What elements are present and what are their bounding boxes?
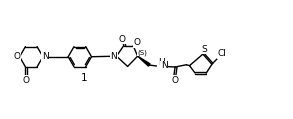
Text: O: O	[14, 52, 21, 61]
Text: S: S	[201, 45, 207, 54]
Text: O: O	[172, 76, 179, 85]
Text: N: N	[42, 52, 49, 61]
Polygon shape	[138, 56, 150, 66]
Text: O: O	[133, 38, 140, 47]
Text: (S): (S)	[138, 50, 148, 56]
Text: N: N	[161, 61, 168, 70]
Text: H: H	[158, 58, 165, 67]
Text: O: O	[23, 76, 30, 85]
Text: O: O	[119, 35, 126, 44]
Text: 1: 1	[81, 73, 87, 83]
Text: N: N	[110, 52, 117, 61]
Text: Cl: Cl	[217, 49, 226, 58]
